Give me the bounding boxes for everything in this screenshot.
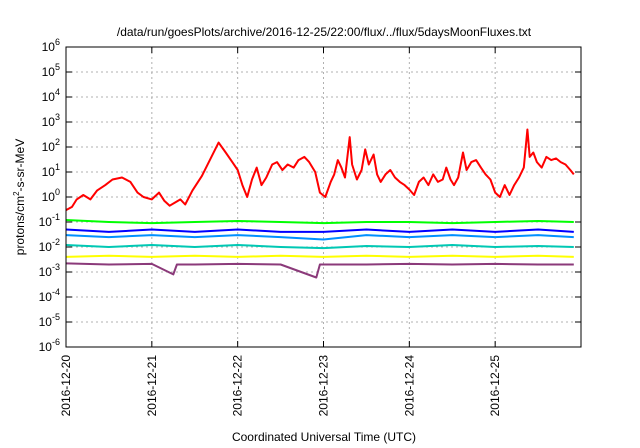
y-tick-label: 100 <box>42 187 60 204</box>
grid <box>66 47 581 347</box>
y-tick-label: 102 <box>42 137 60 154</box>
y-axis-label-superscript: 2 <box>12 191 21 196</box>
y-axis-label-suffix: -s-sr-MeV <box>13 139 27 192</box>
y-tick-label: 10-4 <box>39 287 60 304</box>
y-tick-label: 10-6 <box>39 337 60 354</box>
y-tick-label: 103 <box>42 112 60 129</box>
y-tick-label: 10-1 <box>39 212 60 229</box>
axes: 10-6 10-5 10-4 10-3 10-2 10-1 100 101 102 103 104 1… <box>39 37 581 416</box>
x-tick-label: 2016-12-20 <box>59 355 73 417</box>
y-tick-label: 10-3 <box>39 262 60 279</box>
chart-title: /data/run/goesPlots/archive/2016-12-25/2… <box>117 25 532 39</box>
x-tick-label: 2016-12-25 <box>488 355 502 417</box>
y-tick-label: 104 <box>42 87 60 104</box>
series-group <box>65 128 575 279</box>
series-line <box>65 234 574 241</box>
y-tick-label: 10-2 <box>39 237 60 254</box>
x-axis-label: Coordinated Universal Time (UTC) <box>232 430 416 444</box>
series-line <box>65 244 574 250</box>
x-tick-label: 2016-12-24 <box>402 355 416 417</box>
y-tick-label: 106 <box>42 37 60 54</box>
y-tick-label: 105 <box>42 62 60 79</box>
y-axis-label: protons/cm2-s-sr-MeV <box>12 139 27 255</box>
x-tick-label: 2016-12-23 <box>317 355 331 417</box>
x-tick-label: 2016-12-22 <box>231 355 245 417</box>
y-tick-label: 10-5 <box>39 312 60 329</box>
series-line <box>65 228 574 233</box>
series-line <box>65 219 574 225</box>
series-line <box>65 254 574 258</box>
x-tick-label: 2016-12-21 <box>145 355 159 417</box>
series-line <box>65 128 575 211</box>
series-line <box>65 262 574 279</box>
y-axis-label-prefix: protons/cm <box>13 196 27 255</box>
y-tick-label: 101 <box>42 162 60 179</box>
